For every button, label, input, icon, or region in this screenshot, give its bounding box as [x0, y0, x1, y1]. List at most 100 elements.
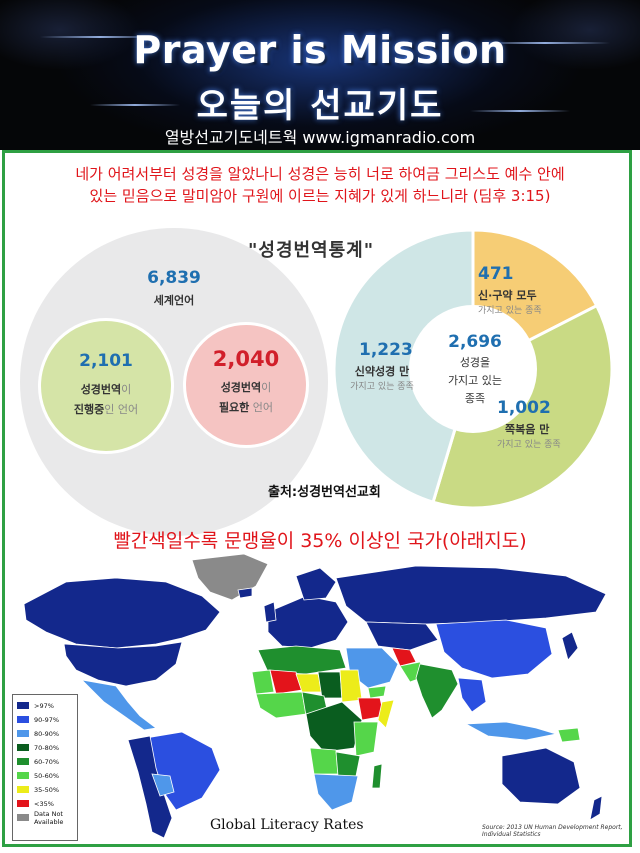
legend-swatch [17, 758, 29, 765]
map-region-new-zealand [589, 795, 603, 821]
legend-label: >97% [34, 701, 54, 710]
legend-label: 90-97% [34, 715, 60, 724]
banner-title: Prayer is Mission [133, 28, 507, 72]
legend-swatch [17, 814, 29, 821]
in-progress-label-c: 진행중 [73, 403, 105, 416]
legend-item: Data Not Available [17, 810, 74, 826]
map-region-angola [309, 747, 339, 775]
portion-only-line1: 쪽복음 만 [505, 423, 550, 436]
in-progress-label: 성경번역이 [41, 381, 171, 397]
nt-only-number: 1,223 [359, 340, 413, 360]
map-source-line1: Source: 2013 UN Human Development Report… [482, 824, 623, 831]
portion-only-label: 1,002 쪽복음 만 가지고 있는 종족 [497, 398, 587, 450]
needed-label-a: 성경번역 [220, 381, 262, 394]
map-title: Global Literacy Rates [210, 817, 364, 833]
legend-item: 70-80% [17, 743, 74, 752]
map-source: Source: 2013 UN Human Development Report… [482, 824, 623, 838]
world-languages-number: 6,839 [147, 268, 201, 288]
legend-label: 50-60% [34, 771, 60, 780]
map-region-central-asia [365, 621, 439, 651]
world-languages-label: 세계언어 [153, 294, 195, 307]
map-region-east-africa [353, 721, 379, 757]
legend-label: 80-90% [34, 729, 60, 738]
needed-label-c: 필요한 [218, 401, 250, 414]
legend-item: 60-70% [17, 757, 74, 766]
needed-number: 2,040 [212, 347, 280, 371]
map-region-russia [335, 565, 607, 625]
both-testaments-label: 471 신·구약 모두 가지고 있는 종족 [478, 264, 598, 316]
map-region-madagascar [371, 763, 383, 789]
light-streak [40, 36, 160, 38]
nt-only-label: 1,223 신약성경 만 가지고 있는 종족 [337, 340, 427, 392]
map-region-central-africa [305, 701, 363, 753]
in-progress-label-d: 인 언어 [104, 403, 139, 416]
map-region-indonesia [464, 721, 557, 741]
map-region-india [415, 663, 459, 719]
pie-center-hole [409, 305, 537, 433]
legend-swatch [17, 730, 29, 737]
legend-label: 35-50% [34, 785, 60, 794]
in-progress-number: 2,101 [79, 351, 133, 371]
needed-label: 성경번역이 [186, 379, 306, 395]
map-legend: >97% 90-97% 80-90% 70-80% 60-70% 50-60% 35-50%… [12, 694, 78, 841]
nt-only-line1: 신약성경 만 [354, 365, 410, 378]
banner-glow [0, 0, 640, 150]
legend-item: <35% [17, 799, 74, 808]
map-region-china [435, 619, 553, 679]
literacy-heading: 빨간색일수록 문맹율이 35% 이상인 국가(아래지도) [113, 530, 527, 552]
map-region-bolivia [151, 773, 175, 797]
map-region-yemen [367, 685, 387, 699]
center-number: 2,696 [448, 332, 502, 352]
legend-item: 50-60% [17, 771, 74, 780]
both-testaments-line2: 가지고 있는 종족 [478, 306, 542, 316]
legend-label: <35% [34, 799, 54, 808]
map-region-afghanistan [391, 647, 417, 667]
verse-line-1: 네가 어려서부터 성경을 알았나니 성경은 능히 너로 하여금 그리스도 예수 … [75, 165, 565, 183]
map-region-se-asia [457, 677, 487, 713]
legend-item: 80-90% [17, 729, 74, 738]
light-streak [480, 42, 610, 44]
both-testaments-line1: 신·구약 모두 [478, 289, 537, 302]
map-region-greenland [191, 553, 269, 601]
legend-swatch [17, 716, 29, 723]
map-region-europe [267, 595, 349, 649]
map-region-usa [63, 641, 183, 687]
light-streak [90, 104, 180, 106]
legend-label: 60-70% [34, 757, 60, 766]
legend-item: 90-97% [17, 715, 74, 724]
light-streak [470, 110, 570, 112]
stats-source: 출처:성경번역선교회 [268, 485, 381, 500]
world-literacy-map [6, 552, 628, 842]
map-region-japan [561, 631, 579, 661]
needed-label-b: 이 [261, 381, 272, 394]
legend-item: >97% [17, 701, 74, 710]
map-region-central-america [80, 679, 157, 731]
map-region-chad [317, 671, 343, 699]
needed-label-2: 필요한 언어 [186, 399, 306, 415]
needed-label-d: 언어 [249, 401, 274, 414]
center-line3: 종족 [464, 392, 486, 405]
portion-only-line2: 가지고 있는 종족 [497, 440, 561, 450]
legend-item: 35-50% [17, 785, 74, 794]
map-region-sudan [339, 669, 363, 703]
in-progress-label-b: 이 [121, 383, 132, 396]
header-banner: Prayer is Mission 오늘의 선교기도 열방선교기도네트웍 www… [0, 0, 640, 150]
legend-swatch [17, 702, 29, 709]
world-languages: 6,839 세계언어 [120, 268, 228, 308]
bible-pie-chart [332, 228, 614, 510]
map-region-andes [127, 735, 173, 839]
banner-site: 열방선교기도네트웍 www.igmanradio.com [164, 128, 476, 147]
map-region-west-sahara [251, 669, 275, 695]
stats-title: "성경번역통계" [248, 240, 375, 261]
center-line1: 성경을 [459, 356, 491, 369]
legend-swatch [17, 800, 29, 807]
in-progress-label-a: 성경번역 [80, 383, 122, 396]
bible-verse: 네가 어려서부터 성경을 알았나니 성경은 능히 너로 하여금 그리스도 예수 … [20, 163, 620, 207]
map-region-somalia [377, 699, 395, 729]
legend-label: 70-80% [34, 743, 60, 752]
center-line2: 가지고 있는 [447, 374, 503, 387]
pie-slice-nt-only [332, 228, 475, 505]
map-region-png [557, 727, 581, 743]
map-region-iceland [237, 587, 253, 599]
map-region-west-africa [255, 691, 307, 719]
